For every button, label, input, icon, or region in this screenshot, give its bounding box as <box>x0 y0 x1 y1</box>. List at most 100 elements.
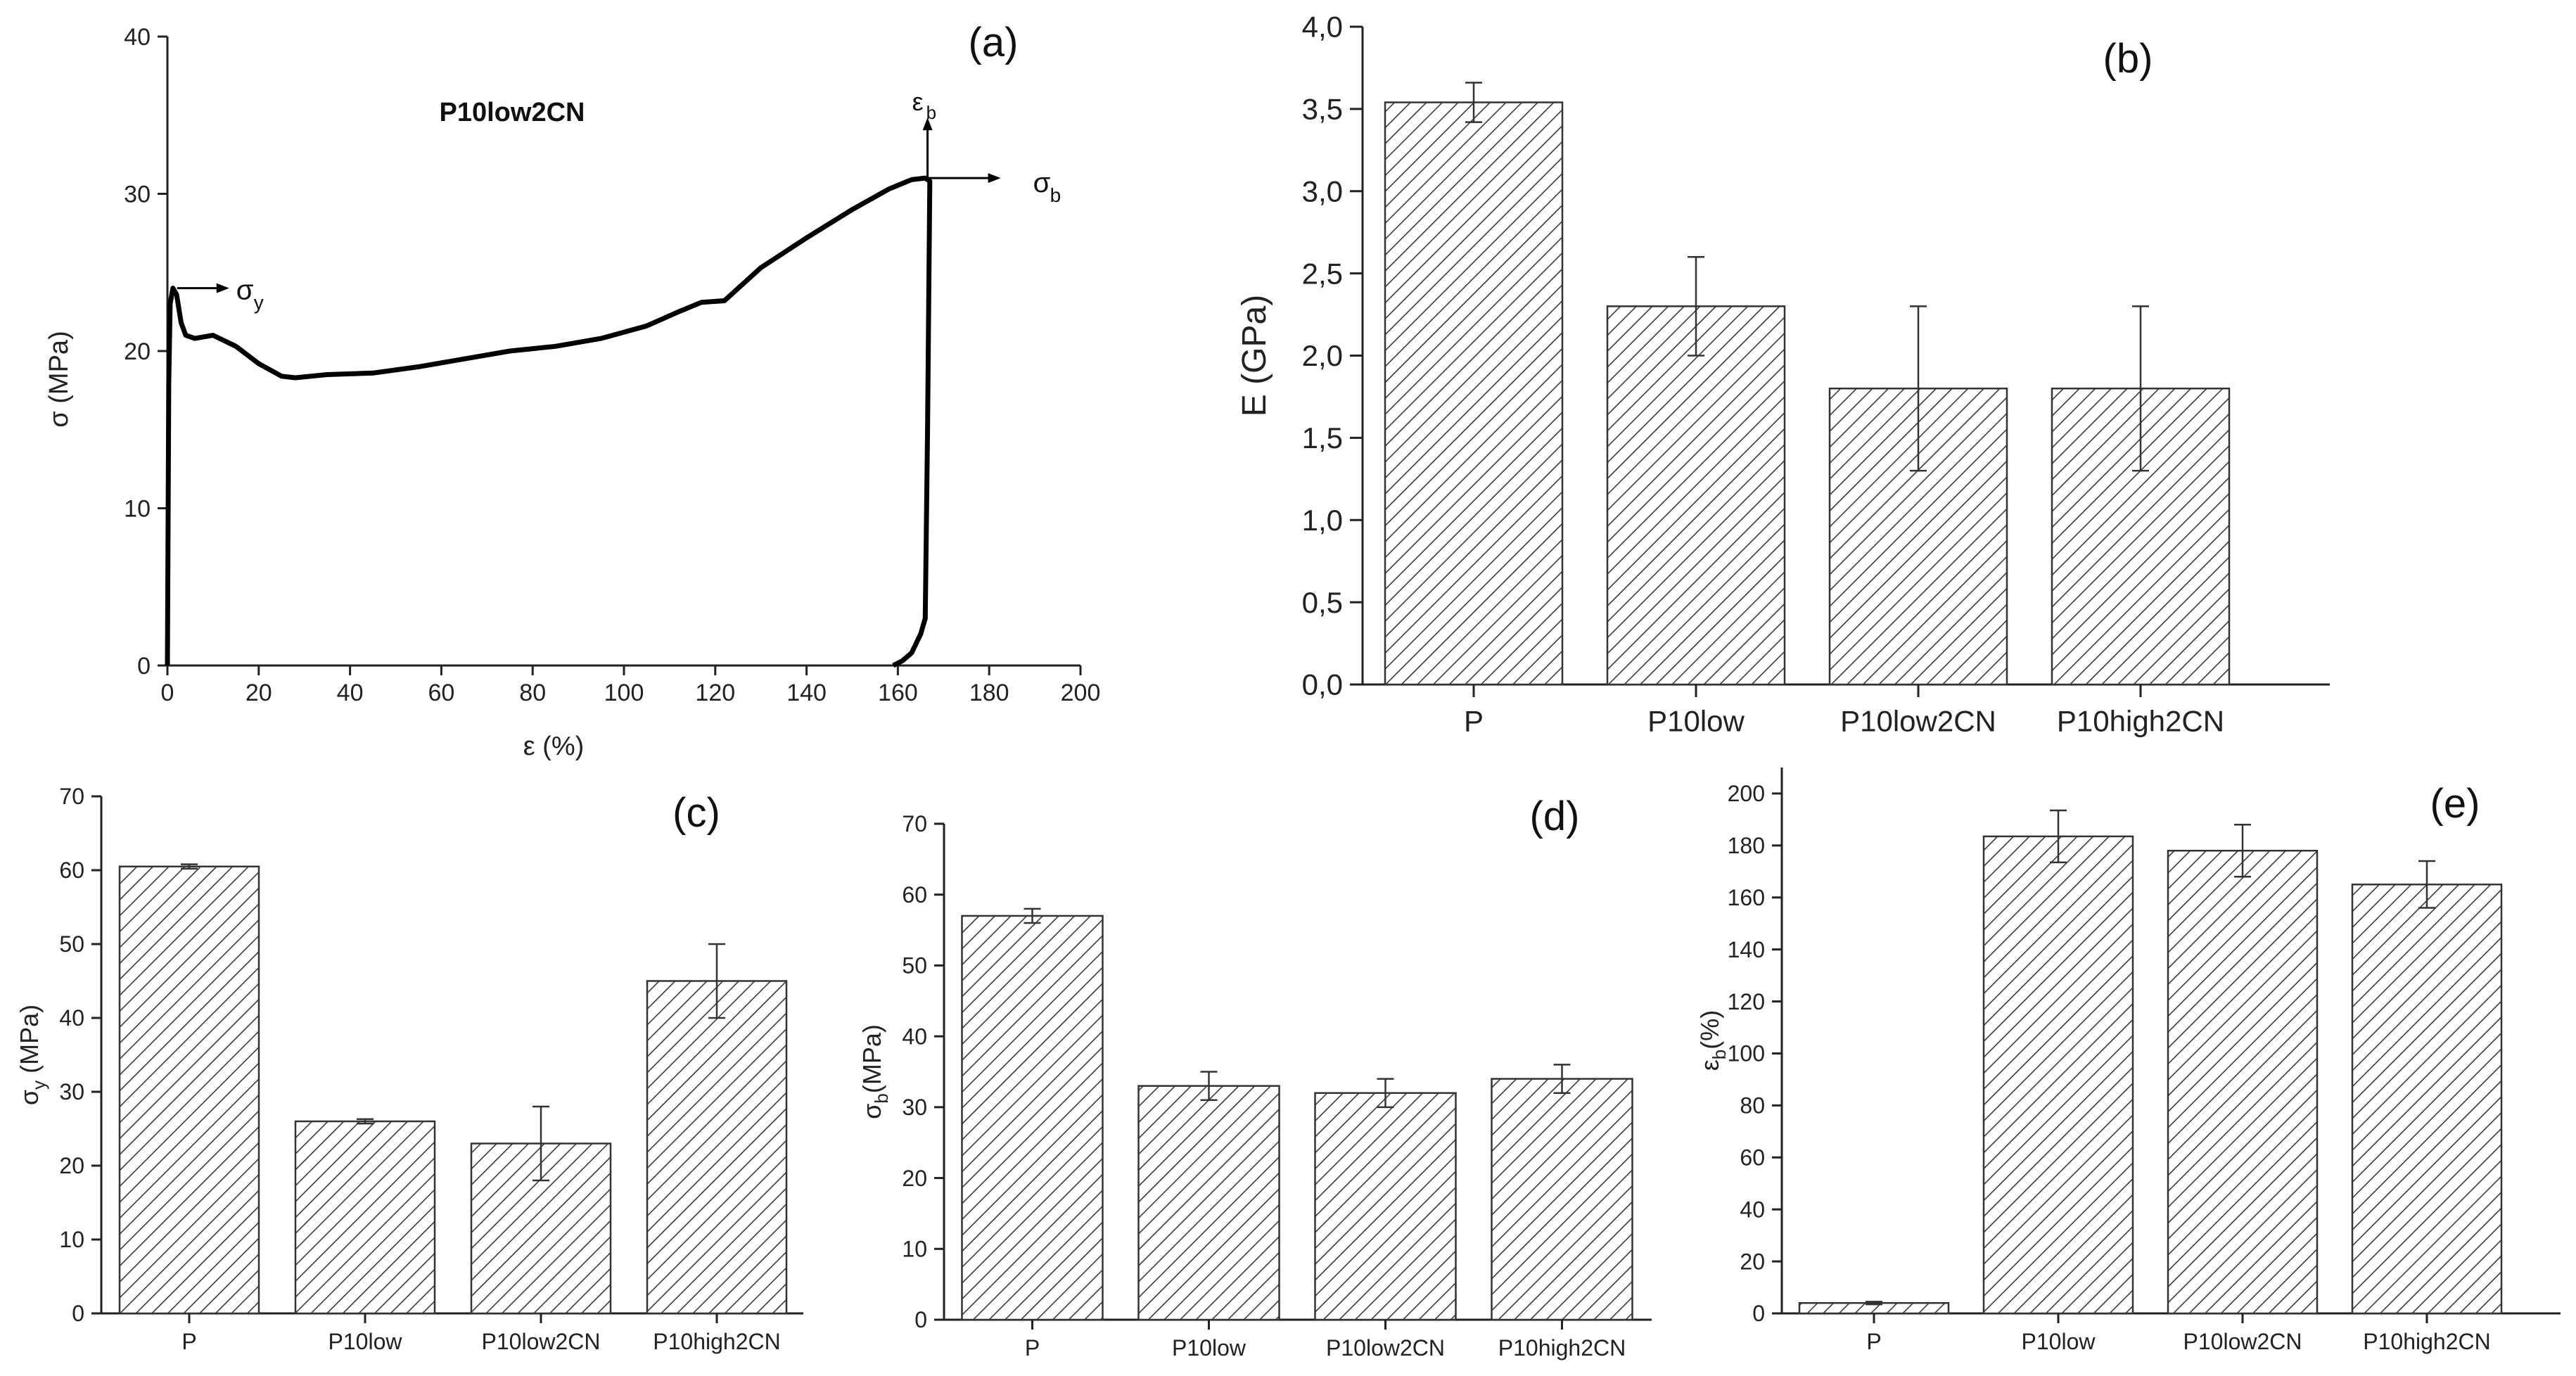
bar <box>1137 1085 1280 1321</box>
y-tick-label: 40 <box>59 1005 84 1031</box>
y-tick-label: 2,5 <box>1302 257 1343 290</box>
x-tick-label: 120 <box>695 680 735 706</box>
x-tick-label: P10low <box>329 1329 403 1354</box>
y-tick-label: 0 <box>914 1307 927 1332</box>
y-tick-label: 60 <box>59 858 84 883</box>
x-tick-label: 40 <box>337 680 364 706</box>
bar <box>961 915 1104 1321</box>
y-axis-label-subscript: y <box>28 1081 49 1090</box>
y-tick-label: 0,0 <box>1302 668 1343 701</box>
break-strain-label: ε <box>912 87 924 116</box>
chart-title: P10low2CN <box>440 98 585 127</box>
y-tick-label: 50 <box>59 931 84 957</box>
panel-label: (b) <box>2103 36 2153 82</box>
bar <box>1606 305 1786 686</box>
y-tick-label: 120 <box>1728 989 1765 1014</box>
y-tick-label: 0,5 <box>1302 586 1343 619</box>
y-tick-label: 0 <box>72 1301 84 1326</box>
y-axis-label-symbol: σ <box>857 1104 886 1119</box>
y-tick-label: 20 <box>59 1153 84 1178</box>
x-tick-label: P10low2CN <box>1840 704 1996 737</box>
panel-b: 0,0 0,5 1,0 1,5 2,0 2,5 3,0 3,5 4,0 (b) P P10low P10… <box>1236 11 2330 737</box>
x-tick-label: 140 <box>786 680 827 706</box>
x-tick-label: P10high2CN <box>2057 704 2224 737</box>
y-axis-label-unit: (MPa) <box>15 1005 44 1081</box>
y-tick-label: 70 <box>59 784 84 809</box>
y-axis-label: σy (MPa) <box>15 1005 49 1105</box>
x-tick-label: P10low <box>2022 1329 2096 1354</box>
x-tick-label: 180 <box>969 680 1009 706</box>
x-tick-label: P10low <box>1172 1335 1246 1361</box>
x-tick-label: 0 <box>161 680 174 706</box>
y-tick-label: 60 <box>902 882 927 907</box>
y-tick-label: 3,5 <box>1302 93 1343 126</box>
y-tick-label: 1,5 <box>1302 421 1343 454</box>
y-tick-label: 30 <box>59 1079 84 1104</box>
y-axis-label-unit: (%) <box>1695 1010 1724 1050</box>
x-tick-label: 100 <box>604 680 644 706</box>
break-strain-subscript: b <box>926 102 936 123</box>
x-tick-label: P10high2CN <box>1498 1335 1626 1361</box>
y-tick-label: 30 <box>124 181 151 208</box>
bar <box>294 1120 436 1315</box>
y-axis-label-subscript: b <box>871 1093 892 1103</box>
panel-label: (e) <box>2430 781 2480 827</box>
y-tick-label: 40 <box>1740 1197 1765 1222</box>
x-tick-label: P <box>1866 1329 1881 1354</box>
break-strain-arrowhead <box>922 117 933 131</box>
x-tick-label: P10low2CN <box>2183 1329 2302 1354</box>
panel-c: 0 10 20 30 40 50 60 70 (c) P P10low P10low2CN P10hig… <box>15 784 803 1354</box>
panel-label: (a) <box>969 20 1019 65</box>
panel-e: 0 20 40 60 80 100 120 140 160 180 200 (e) P P10low P10… <box>1695 767 2561 1354</box>
x-tick-label: 200 <box>1061 680 1101 706</box>
y-tick-label: 70 <box>902 811 927 836</box>
bar <box>646 980 788 1315</box>
panel-a: 0 10 20 30 40 (a) 0 20 40 60 80 100 120 140 160 180 200 ε… <box>44 20 1100 761</box>
bar <box>1982 835 2134 1315</box>
series-line <box>165 175 933 668</box>
bar <box>1314 1092 1457 1321</box>
y-tick-label: 40 <box>902 1024 927 1049</box>
x-tick-label: 20 <box>246 680 272 706</box>
y-tick-label: 10 <box>124 495 151 522</box>
y-axis-label: σ (MPa) <box>44 331 74 427</box>
x-tick-label: P10low2CN <box>482 1329 601 1354</box>
y-axis-label-symbol: ε <box>1695 1059 1724 1071</box>
y-tick-label: 20 <box>902 1166 927 1191</box>
y-tick-label: 180 <box>1728 833 1765 858</box>
yield-arrowhead <box>216 283 229 293</box>
y-tick-label: 0 <box>137 653 151 680</box>
y-axis-label: E (GPa) <box>1236 295 1273 416</box>
break-stress-arrowhead <box>988 173 1001 184</box>
y-tick-label: 160 <box>1728 885 1765 910</box>
y-tick-label: 40 <box>124 24 151 51</box>
panel-d: 0 10 20 30 40 50 60 70 (d) P P10low P10low2CN P10hig… <box>857 794 1652 1361</box>
panel-label: (c) <box>672 790 720 836</box>
y-axis-label-symbol: σ <box>15 1090 44 1105</box>
panel-label: (d) <box>1530 794 1580 839</box>
y-tick-label: 140 <box>1728 937 1765 962</box>
y-tick-label: 100 <box>1728 1041 1765 1066</box>
x-tick-label: P10low <box>1647 704 1745 737</box>
bar <box>1491 1078 1633 1321</box>
y-tick-label: 30 <box>902 1095 927 1120</box>
y-tick-label: 80 <box>1740 1093 1765 1119</box>
y-axis-label-unit: (MPa) <box>857 1024 886 1093</box>
y-tick-label: 50 <box>902 953 927 979</box>
y-tick-label: 0 <box>1752 1301 1765 1326</box>
x-axis-label: ε (%) <box>523 732 585 761</box>
bar <box>2351 884 2503 1315</box>
y-tick-label: 20 <box>124 338 151 365</box>
x-tick-label: P10low2CN <box>1326 1335 1445 1361</box>
x-tick-label: P <box>1025 1335 1040 1361</box>
x-tick-label: P <box>1464 704 1484 737</box>
y-tick-label: 4,0 <box>1302 11 1343 44</box>
y-tick-label: 20 <box>1740 1249 1765 1274</box>
yield-label: σ <box>236 275 254 306</box>
y-axis-label-subscript: b <box>1709 1050 1730 1059</box>
x-tick-label: P10high2CN <box>2363 1329 2490 1354</box>
y-tick-label: 2,0 <box>1302 339 1343 372</box>
bar <box>1384 101 1564 686</box>
y-axis-label: εb(%) <box>1695 1010 1730 1071</box>
